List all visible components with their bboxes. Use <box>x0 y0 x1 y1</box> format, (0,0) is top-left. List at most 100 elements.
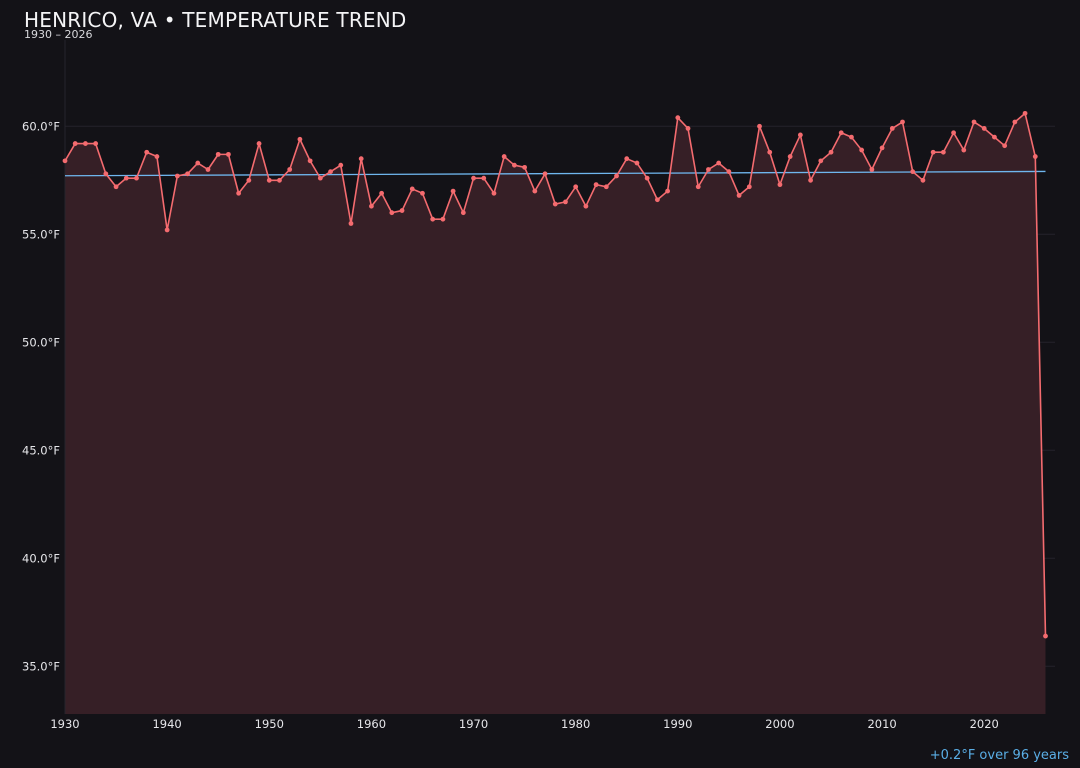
data-point <box>675 115 681 121</box>
data-point <box>838 130 844 136</box>
x-tick-label: 1990 <box>663 717 692 731</box>
trend-line-path <box>64 170 1046 177</box>
data-point <box>430 216 436 222</box>
data-point <box>757 123 762 129</box>
data-point <box>420 190 425 196</box>
data-point <box>113 184 119 190</box>
data-point <box>103 171 109 177</box>
data-point <box>491 190 497 196</box>
data-point <box>644 175 650 181</box>
x-tick-label: 2020 <box>970 717 999 731</box>
data-point <box>1032 154 1038 159</box>
data-point <box>338 162 344 168</box>
data-point <box>593 182 599 188</box>
data-point <box>399 208 405 213</box>
data-point <box>1043 633 1048 639</box>
data-point <box>174 173 180 179</box>
data-point <box>961 147 967 153</box>
data-point <box>552 201 558 207</box>
data-point <box>992 134 997 140</box>
chart-title: HENRICO, VA • TEMPERATURE TREND <box>24 8 407 32</box>
data-point <box>481 175 487 181</box>
data-point <box>369 203 374 209</box>
data-point <box>777 182 783 188</box>
data-point <box>266 177 272 183</box>
data-point <box>910 169 916 175</box>
data-point <box>726 169 732 175</box>
data-point <box>930 149 936 155</box>
data-point <box>164 227 170 233</box>
data-point <box>205 167 211 172</box>
data-point <box>542 171 548 177</box>
data-point <box>828 149 834 155</box>
data-point <box>307 158 313 164</box>
x-tick-label: 1930 <box>50 717 79 731</box>
data-point <box>440 216 446 222</box>
data-point <box>869 167 875 172</box>
trend-line <box>64 170 1046 177</box>
x-tick-label: 1980 <box>561 717 590 731</box>
data-point <box>123 175 129 181</box>
data-point <box>460 210 466 216</box>
data-point <box>287 167 293 172</box>
data-point <box>920 177 926 183</box>
data-point <box>134 175 139 181</box>
data-point <box>849 134 854 140</box>
data-point <box>706 167 711 172</box>
data-point <box>787 154 793 159</box>
data-point <box>72 141 78 146</box>
data-point <box>736 193 742 198</box>
data-point <box>981 126 987 131</box>
y-tick-label: 60.0°F <box>22 119 60 133</box>
data-point <box>614 173 619 179</box>
data-point <box>328 169 333 175</box>
data-point <box>277 177 282 183</box>
data-point <box>971 119 977 125</box>
data-point <box>246 177 252 183</box>
data-point <box>685 126 691 131</box>
data-point <box>348 221 354 226</box>
data-point <box>297 136 303 142</box>
y-tick-label: 35.0°F <box>22 659 60 673</box>
data-point <box>1012 119 1018 125</box>
data-point <box>624 156 630 162</box>
data-point <box>185 171 190 177</box>
data-point <box>83 141 88 146</box>
chart-subtitle: 1930 – 2026 <box>24 28 93 41</box>
data-point <box>532 188 538 194</box>
data-point <box>236 190 242 196</box>
data-point <box>695 184 701 190</box>
data-point <box>93 141 99 146</box>
y-tick-label: 45.0°F <box>22 443 60 457</box>
data-points <box>62 110 1048 639</box>
data-point <box>654 197 660 203</box>
data-point <box>1002 143 1008 149</box>
data-point <box>317 175 323 181</box>
y-tick-label: 55.0°F <box>22 227 60 241</box>
data-point <box>144 149 150 155</box>
x-axis-ticks: 1930 1940 1950 1960 1970 1980 1990 2000 2010 2020 <box>50 717 999 731</box>
y-tick-label: 40.0°F <box>22 551 60 565</box>
data-point <box>808 177 813 183</box>
data-point <box>1022 110 1028 116</box>
data-point <box>797 132 803 138</box>
data-point <box>889 126 895 131</box>
data-point <box>583 203 589 209</box>
x-tick-label: 2000 <box>765 717 794 731</box>
data-point <box>940 149 946 155</box>
data-point <box>358 156 364 162</box>
data-point <box>900 119 905 125</box>
data-point <box>215 151 221 157</box>
data-point <box>563 199 568 205</box>
x-tick-label: 1960 <box>357 717 386 731</box>
data-point <box>767 149 773 155</box>
data-point <box>256 141 262 146</box>
series-area <box>65 113 1046 715</box>
x-tick-label: 1940 <box>152 717 181 731</box>
data-point <box>665 188 670 194</box>
y-axis-ticks: 35.0°F 40.0°F 45.0°F 50.0°F 55.0°F 60.0°F <box>22 119 60 673</box>
data-point <box>512 162 517 168</box>
data-point <box>226 151 231 157</box>
y-tick-label: 50.0°F <box>22 335 60 349</box>
data-point <box>951 130 956 136</box>
